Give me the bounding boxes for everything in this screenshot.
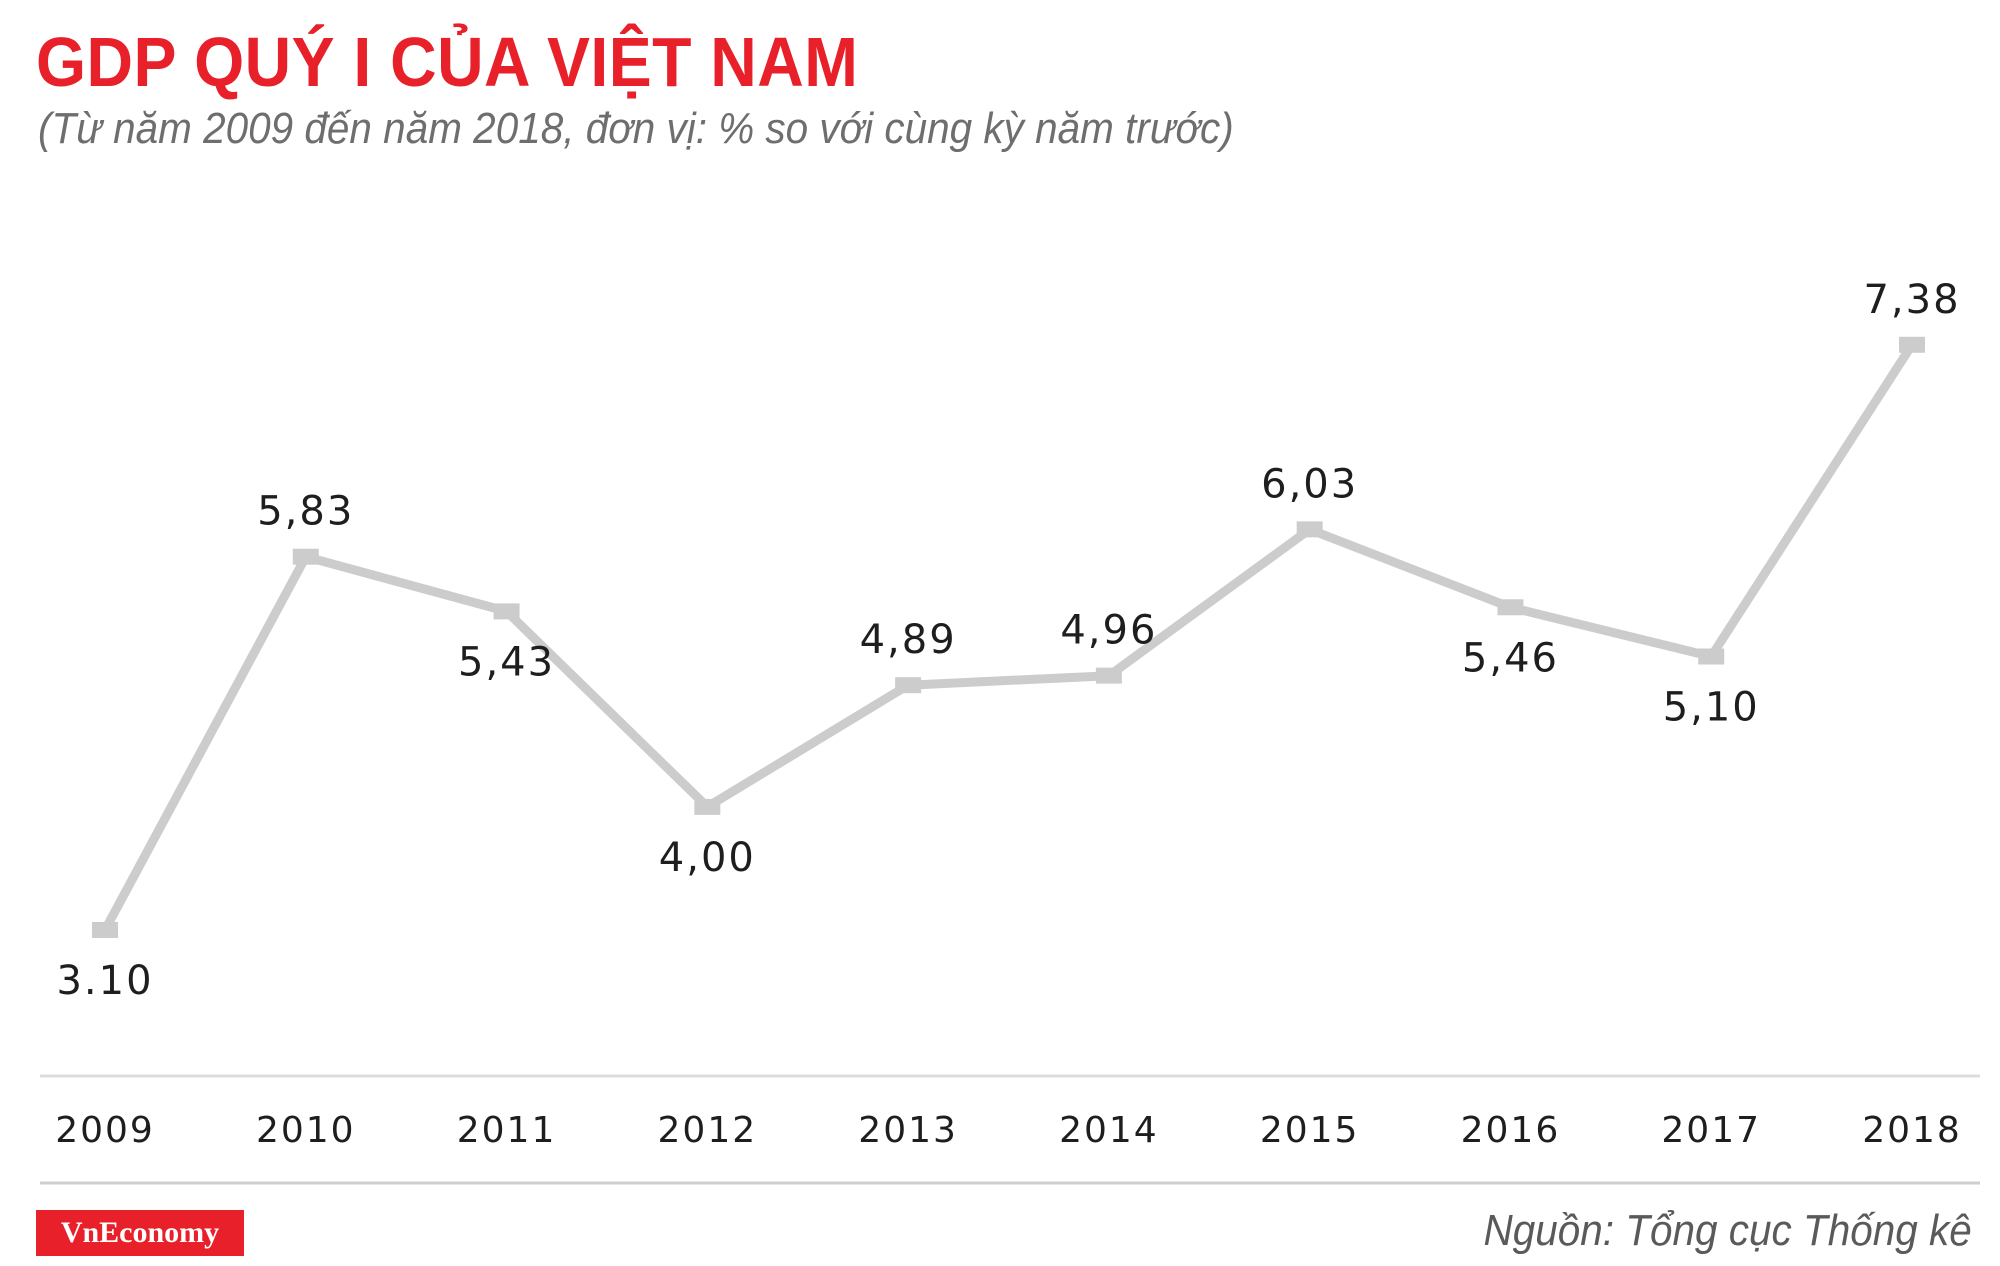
data-label-2011: 5,43 bbox=[458, 639, 555, 685]
x-tick-group: 2009 2010 2011 2012 2013 2014 2015 2016 2017 2018 bbox=[55, 1110, 1962, 1151]
source-note: Nguồn: Tổng cục Thống kê bbox=[1483, 1206, 1972, 1255]
data-label-group: 3.10 5,83 5,43 4,00 4,89 4,96 6,03 5,46 5,10 7,38 bbox=[56, 277, 1960, 1004]
data-point-2016 bbox=[1497, 599, 1524, 616]
brand-logo: VnEconomy bbox=[36, 1210, 244, 1256]
x-tick-2016: 2016 bbox=[1461, 1110, 1561, 1151]
x-tick-2011: 2011 bbox=[457, 1110, 557, 1151]
series-line bbox=[100, 340, 1917, 935]
data-point-2015 bbox=[1296, 521, 1323, 538]
data-label-2018: 7,38 bbox=[1863, 277, 1960, 323]
x-tick-2015: 2015 bbox=[1260, 1110, 1360, 1151]
data-point-2014 bbox=[1095, 667, 1122, 684]
data-label-2014: 4,96 bbox=[1060, 608, 1157, 654]
x-tick-2014: 2014 bbox=[1059, 1110, 1159, 1151]
x-tick-2013: 2013 bbox=[858, 1110, 958, 1151]
x-tick-2010: 2010 bbox=[256, 1110, 356, 1151]
data-point-2017 bbox=[1698, 648, 1725, 665]
marker-group bbox=[92, 336, 1925, 938]
data-point-2009 bbox=[92, 921, 118, 938]
x-tick-2012: 2012 bbox=[658, 1110, 758, 1151]
data-label-2010: 5,83 bbox=[257, 489, 354, 535]
data-label-2015: 6,03 bbox=[1261, 461, 1358, 507]
data-label-2012: 4,00 bbox=[659, 835, 756, 881]
data-point-2012 bbox=[694, 798, 721, 815]
data-point-2013 bbox=[895, 677, 922, 694]
data-label-2013: 4,89 bbox=[860, 617, 957, 663]
chart-title: GDP QUÝ I CỦA VIỆT NAM bbox=[36, 23, 859, 101]
x-tick-2017: 2017 bbox=[1661, 1110, 1761, 1151]
data-point-2018 bbox=[1899, 336, 1925, 353]
data-point-2011 bbox=[493, 603, 520, 620]
chart-subtitle: (Từ năm 2009 đến năm 2018, đơn vị: % so … bbox=[38, 104, 1234, 153]
data-label-2009: 3.10 bbox=[56, 958, 153, 1004]
data-label-2016: 5,46 bbox=[1462, 635, 1559, 681]
x-tick-2009: 2009 bbox=[55, 1110, 155, 1151]
data-point-2010 bbox=[292, 548, 319, 565]
data-label-2017: 5,10 bbox=[1663, 685, 1760, 731]
x-tick-2018: 2018 bbox=[1862, 1110, 1962, 1151]
